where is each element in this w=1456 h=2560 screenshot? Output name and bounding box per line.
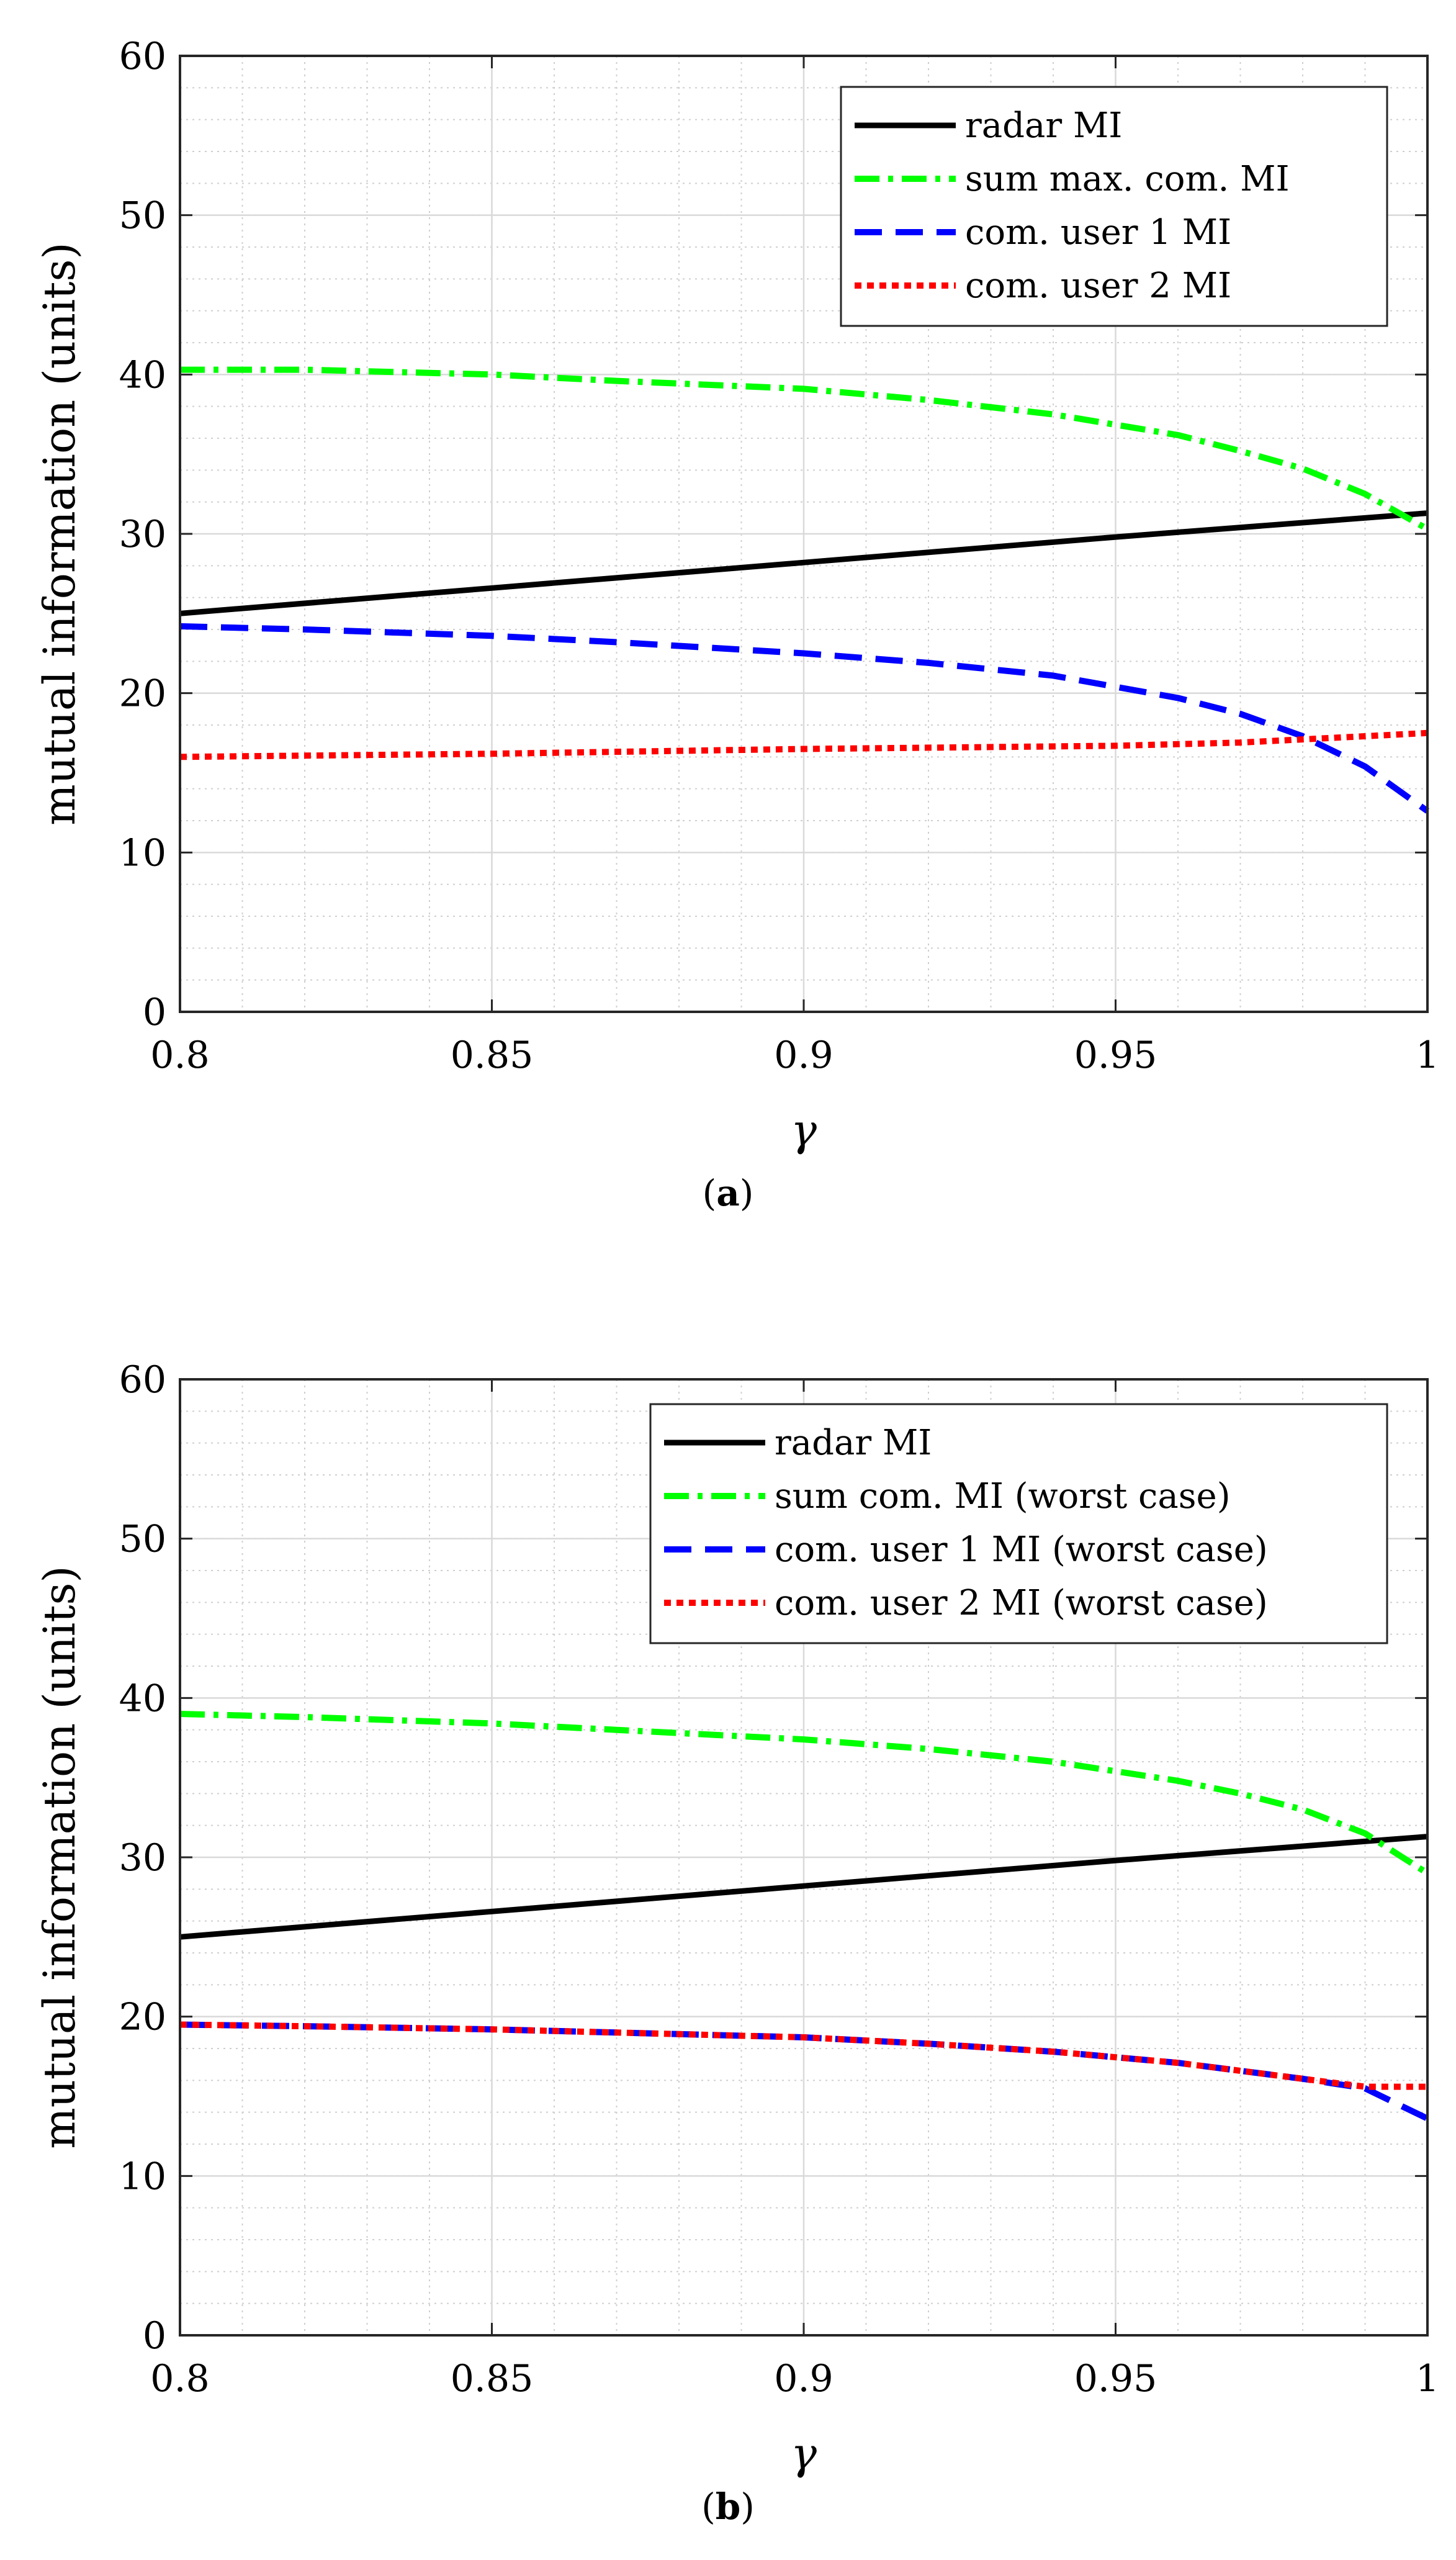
x-tick-label: 0.8 xyxy=(150,2357,209,2400)
legend-box xyxy=(649,1403,1388,1644)
y-tick-label: 0 xyxy=(143,991,166,1034)
caption-close-paren: ) xyxy=(740,2486,755,2528)
caption-close-paren: ) xyxy=(740,1172,754,1214)
x-tick-label: 0.85 xyxy=(451,1034,534,1077)
series-group xyxy=(179,366,1429,814)
x-tick-label: 0.95 xyxy=(1074,2357,1157,2400)
series-line-1 xyxy=(179,1834,1428,1940)
x-tick-label: 0.85 xyxy=(451,2357,534,2400)
legend-label-3: com. user 1 MI (worst case) xyxy=(775,1530,1268,1570)
y-tick-label: 60 xyxy=(119,35,166,78)
y-tick-label: 0 xyxy=(143,2314,166,2358)
series-line-1 xyxy=(179,510,1428,616)
legend-label-2: sum max. com. MI xyxy=(965,159,1290,199)
y-tick-label: 10 xyxy=(119,2155,166,2198)
series-line-2 xyxy=(180,366,1429,532)
panel-caption: (a) xyxy=(703,1172,754,1214)
x-tick-label: 0.8 xyxy=(150,1034,209,1077)
x-tick-label: 0.9 xyxy=(774,2357,833,2400)
x-tick-label: 0.9 xyxy=(774,1034,833,1077)
legend: radar MI sum com. MI (worst case) com. use… xyxy=(649,1403,1388,1644)
y-tick-label: 50 xyxy=(119,1518,166,1561)
x-tick-label: 1 xyxy=(1416,2357,1439,2400)
legend-label-1: radar MI xyxy=(965,106,1122,146)
legend: radar MI sum max. com. MI com. user 1 MI co… xyxy=(840,86,1388,327)
series-line-4 xyxy=(179,729,1428,760)
y-tick-label: 10 xyxy=(119,831,166,875)
y-tick-label: 40 xyxy=(119,353,166,397)
series-line-4 xyxy=(179,2021,1427,2090)
legend-label-4: com. user 2 MI xyxy=(965,266,1231,306)
y-tick-label: 50 xyxy=(119,194,166,238)
y-tick-label: 40 xyxy=(119,1677,166,1720)
caption-letter: b xyxy=(716,2486,741,2528)
y-tick-label: 20 xyxy=(119,1996,166,2039)
y-tick-label: 20 xyxy=(119,672,166,716)
x-axis-label: γ xyxy=(791,1105,817,1156)
y-tick-label: 60 xyxy=(119,1358,166,1402)
caption-open-paren: ( xyxy=(703,1172,717,1214)
legend-label-4: com. user 2 MI (worst case) xyxy=(775,1583,1268,1623)
series-line-2 xyxy=(179,1711,1429,1876)
x-tick-label: 1 xyxy=(1416,1034,1439,1077)
caption-open-paren: ( xyxy=(701,2486,716,2528)
x-tick-label: 0.95 xyxy=(1074,1034,1157,1077)
legend-label-2: sum com. MI (worst case) xyxy=(775,1476,1231,1517)
y-axis-label: mutual information (units) xyxy=(34,242,85,825)
y-tick-label: 30 xyxy=(119,1836,166,1880)
series-group xyxy=(179,1711,1429,2122)
y-axis-label: mutual information (units) xyxy=(34,1566,85,2148)
legend-label-1: radar MI xyxy=(775,1423,932,1463)
panel-caption: (b) xyxy=(701,2486,755,2528)
caption-letter: a xyxy=(716,1172,740,1214)
y-tick-label: 30 xyxy=(119,513,166,556)
legend-label-3: com. user 1 MI xyxy=(965,212,1231,253)
x-axis-label: γ xyxy=(791,2428,817,2479)
